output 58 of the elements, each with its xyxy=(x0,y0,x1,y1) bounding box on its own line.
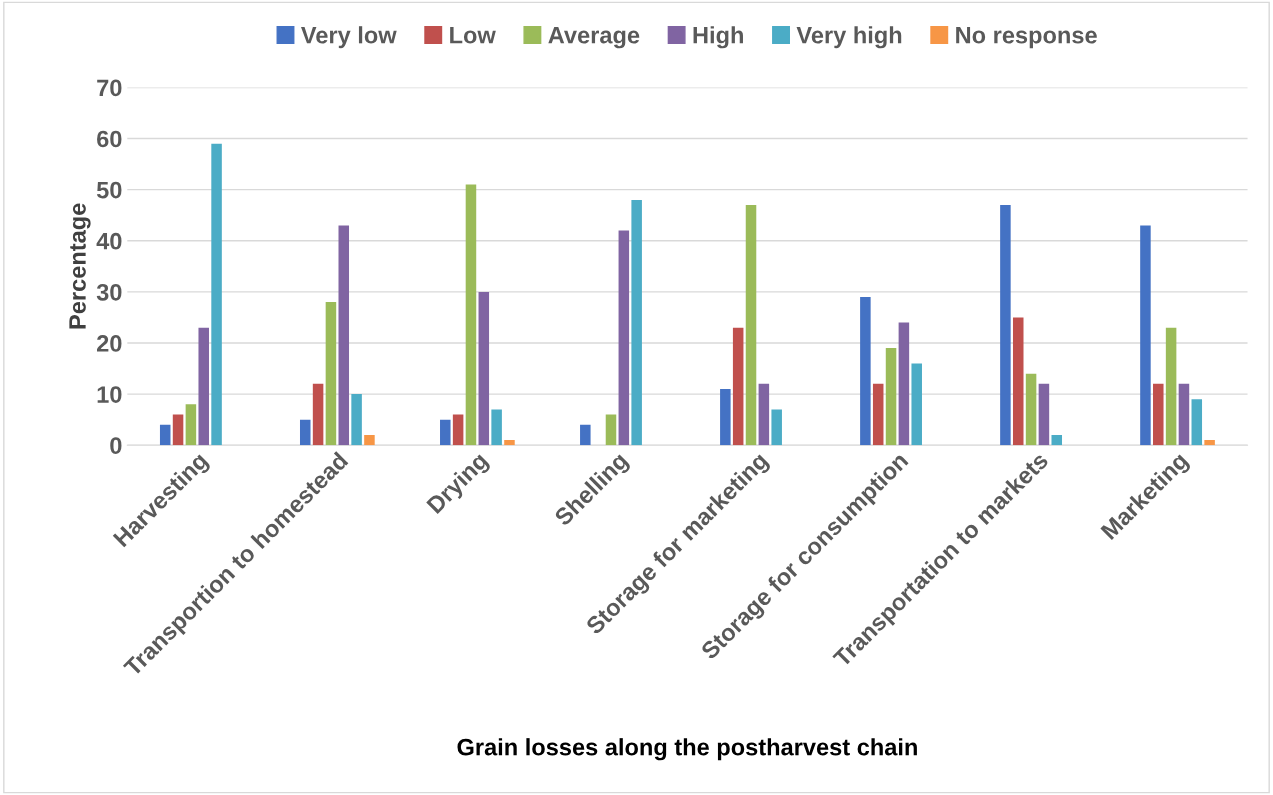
bar xyxy=(1038,383,1050,446)
y-tick-label: 60 xyxy=(97,130,122,148)
y-tick-label: 50 xyxy=(96,181,122,199)
bar xyxy=(758,383,770,446)
bar xyxy=(911,363,922,446)
bar xyxy=(860,296,871,446)
legend-label: High xyxy=(693,26,743,49)
bar xyxy=(491,409,502,446)
bar xyxy=(211,143,222,446)
bar xyxy=(364,434,375,446)
legend-label: Low xyxy=(450,27,496,44)
bar xyxy=(198,327,209,446)
bar xyxy=(631,199,642,446)
bar xyxy=(172,414,184,446)
bar xyxy=(312,383,324,446)
bar xyxy=(478,291,490,446)
legend-label: Average xyxy=(548,27,640,49)
bar xyxy=(1051,434,1063,446)
bar xyxy=(325,302,337,446)
bar xyxy=(732,327,744,446)
bar xyxy=(580,424,591,446)
y-tick-label: 10 xyxy=(97,386,122,403)
bar xyxy=(1178,383,1190,446)
bar xyxy=(872,383,884,446)
y-tick-label: 40 xyxy=(96,232,122,250)
bar xyxy=(1165,327,1177,446)
bar xyxy=(720,388,731,446)
y-tick-label: 30 xyxy=(96,283,122,301)
bar xyxy=(465,184,477,446)
bar xyxy=(185,404,197,446)
bar xyxy=(452,414,464,446)
bar xyxy=(351,394,362,446)
bar xyxy=(1153,383,1164,446)
bar xyxy=(1191,399,1203,446)
bar xyxy=(885,348,897,446)
bar xyxy=(898,322,910,446)
bar xyxy=(1012,317,1024,446)
bar xyxy=(745,205,757,446)
y-tick-label: 0 xyxy=(110,437,122,454)
bar xyxy=(299,419,311,446)
y-tick-label: 70 xyxy=(97,79,122,97)
bar xyxy=(1140,225,1151,446)
y-tick-label: 20 xyxy=(97,335,122,352)
bar xyxy=(618,230,630,446)
bar xyxy=(1204,440,1215,446)
x-axis-title: Grain losses along the postharvest chain xyxy=(457,738,917,761)
bar xyxy=(504,440,515,446)
bar xyxy=(159,424,171,446)
y-axis-title: Percentage xyxy=(69,203,91,329)
legend-label: Very low xyxy=(301,26,397,49)
bar xyxy=(440,419,451,446)
bar xyxy=(338,225,350,446)
bar xyxy=(605,414,617,446)
bar xyxy=(771,409,782,446)
bar xyxy=(1025,373,1037,446)
legend-label: Very high xyxy=(796,26,902,49)
legend-label: No response xyxy=(956,27,1097,49)
bar xyxy=(1000,205,1011,446)
